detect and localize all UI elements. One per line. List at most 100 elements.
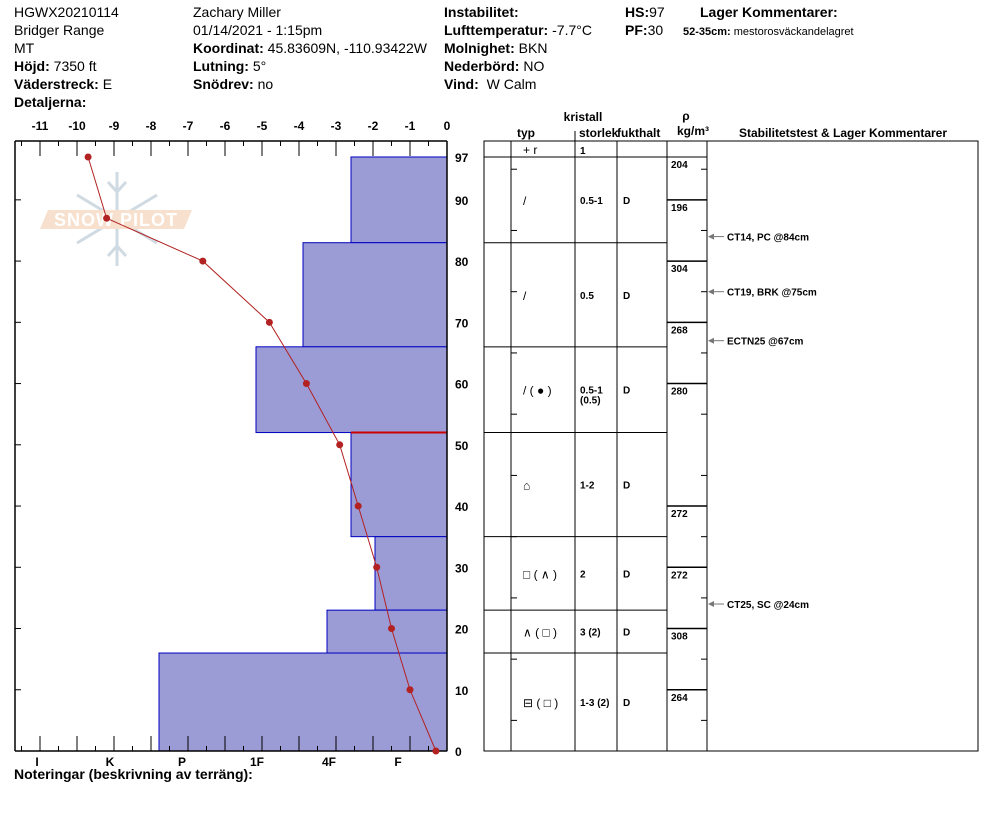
moisture: D [623, 386, 630, 397]
header-typ: typ [517, 126, 535, 140]
state: MT [14, 40, 35, 56]
moisture: D [623, 628, 630, 639]
hardness-tick-label: 4F [322, 755, 336, 769]
hardness-tick-label: K [106, 755, 115, 769]
temperature-tick-label: 0 [444, 119, 451, 133]
stability-test: CT19, BRK @75cm [727, 288, 817, 299]
density-value: 196 [671, 203, 688, 214]
foot-penetration: PF:30 [625, 22, 663, 38]
hardness-bar [350, 432, 448, 538]
density-value: 304 [671, 264, 688, 275]
temperature-tick-label: -1 [405, 119, 416, 133]
grain-size: 1-2 [580, 481, 595, 492]
hardness-bar [158, 652, 448, 752]
grain-size: 0.5 [580, 291, 594, 302]
sky-cover: Molnighet: BKN [444, 40, 547, 56]
precipitation: Nederbörd: NO [444, 58, 544, 74]
grain-size: 3 (2) [580, 628, 601, 639]
instability: Instabilitet: [444, 4, 519, 20]
hardness-tick-label: F [394, 755, 401, 769]
stability-test: CT14, PC @84cm [727, 233, 809, 244]
grain-type: ⊟ ( □ ) [523, 696, 558, 710]
coordinates: Koordinat: 45.83609N, -110.93422W [193, 40, 428, 56]
header-rho: ρ [682, 109, 689, 123]
density-value: 268 [671, 325, 688, 336]
grain-size: 0.5-1 [580, 196, 603, 207]
height-tick-label: 70 [455, 316, 469, 330]
temperature-point [84, 153, 92, 161]
density-value: 308 [671, 632, 688, 643]
logo-banner [40, 210, 192, 229]
arrow-icon [708, 288, 714, 295]
header-kristall: kristall [564, 110, 603, 124]
grain-type: / [523, 194, 527, 208]
temperature-tick-label: -6 [220, 119, 231, 133]
snowpilot-logo: SNOW PILOT [40, 172, 192, 266]
density-value: 204 [671, 160, 688, 171]
grain-type: / ( ● ) [523, 384, 552, 398]
pit-id: HGWX20210114 [14, 4, 119, 20]
moisture: D [623, 698, 630, 709]
temperature-tick-label: -9 [109, 119, 120, 133]
header-comments: Stabilitetstest & Lager Kommentarer [739, 126, 947, 140]
hardness-tick-label: 1F [250, 755, 264, 769]
density-value: 280 [671, 387, 688, 398]
stability-test: CT25, SC @24cm [727, 600, 809, 611]
temperature-tick-label: -7 [183, 119, 194, 133]
grain-type: □ ( ∧ ) [523, 567, 557, 581]
density-value: 264 [671, 693, 688, 704]
height-tick-label: 0 [455, 745, 462, 759]
height-tick-label: 40 [455, 500, 469, 514]
details-label: Detaljerna: [14, 94, 86, 110]
arrow-icon [708, 233, 714, 240]
stability-test: ECTN25 @67cm [727, 337, 804, 348]
temperature-point [265, 318, 273, 326]
header-storlek: storlek [579, 126, 619, 140]
hardness-bar [350, 156, 448, 244]
layer-comments-title: Lager Kommentarer: [700, 4, 838, 20]
grain-size: 1-3 (2) [580, 698, 609, 709]
temperature-tick-label: -10 [68, 119, 86, 133]
moisture: D [623, 481, 630, 492]
arrow-icon [708, 601, 714, 608]
table-frame [483, 140, 979, 752]
slope: Lutning: 5° [193, 58, 266, 74]
temperature-point [336, 441, 344, 449]
temperature-point [199, 257, 207, 265]
temperature-point [103, 214, 111, 222]
wind: Vind: W Calm [444, 76, 536, 92]
temperature-tick-label: -5 [257, 119, 268, 133]
notes-label: Noteringar (beskrivning av terräng): [14, 766, 253, 782]
air-temperature: Lufttemperatur: -7.7°C [444, 22, 592, 38]
observer: Zachary Miller [193, 4, 281, 20]
temperature-tick-label: -11 [32, 119, 49, 133]
hardness-bar [302, 242, 448, 348]
grain-size: 2 [580, 569, 586, 580]
temperature-point [373, 563, 381, 571]
temperature-tick-label: -2 [368, 119, 379, 133]
height-tick-label: 80 [455, 255, 469, 269]
hardness-bar [326, 609, 448, 654]
height-tick-label: 60 [455, 378, 469, 392]
height-tick-label: 90 [455, 194, 469, 208]
aspect: Väderstreck: E [14, 76, 112, 92]
height-tick-label: 10 [455, 684, 469, 698]
elevation: Höjd: 7350 ft [14, 58, 97, 74]
density-value: 272 [671, 570, 688, 581]
temperature-point [302, 380, 310, 388]
moisture: D [623, 196, 630, 207]
range-name: Bridger Range [14, 22, 104, 38]
temperature-point [354, 502, 362, 510]
layer-comment: 52-35cm: mestorosväckandelagret [683, 26, 854, 38]
hardness-tick-label: P [178, 755, 186, 769]
header-fukthalt: fukthalt [617, 126, 660, 140]
surface-grain-size: 1 [580, 146, 586, 157]
datetime: 01/14/2021 - 1:15pm [193, 22, 322, 38]
surface-grain-type: + r [523, 143, 537, 157]
logo-text: SNOW PILOT [54, 210, 178, 230]
hardness-bar [374, 536, 448, 611]
temperature-tick-label: -8 [146, 119, 157, 133]
height-tick-label: 20 [455, 623, 469, 637]
